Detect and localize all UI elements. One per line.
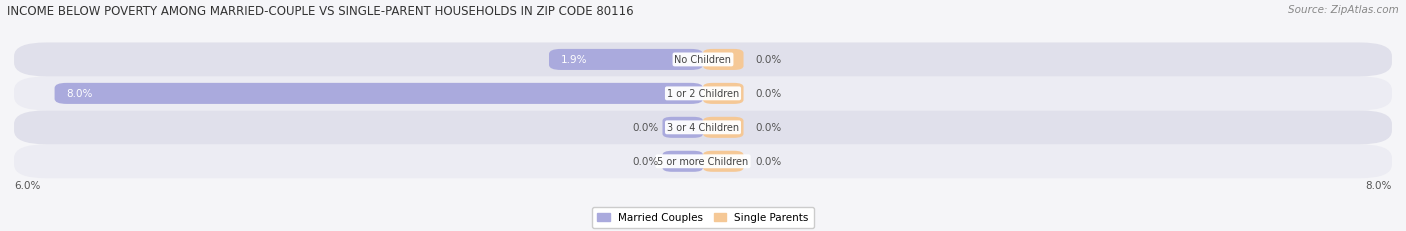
Text: 3 or 4 Children: 3 or 4 Children [666,123,740,133]
FancyBboxPatch shape [14,111,1392,145]
Text: Source: ZipAtlas.com: Source: ZipAtlas.com [1288,5,1399,15]
Text: 0.0%: 0.0% [755,157,782,167]
Text: 0.0%: 0.0% [633,157,658,167]
FancyBboxPatch shape [703,50,744,71]
Text: 1.9%: 1.9% [561,55,588,65]
Text: 8.0%: 8.0% [66,89,93,99]
FancyBboxPatch shape [14,145,1392,179]
Legend: Married Couples, Single Parents: Married Couples, Single Parents [592,207,814,228]
Text: No Children: No Children [675,55,731,65]
Text: 0.0%: 0.0% [755,89,782,99]
FancyBboxPatch shape [14,43,1392,77]
Text: 1 or 2 Children: 1 or 2 Children [666,89,740,99]
Text: 0.0%: 0.0% [755,123,782,133]
FancyBboxPatch shape [14,77,1392,111]
FancyBboxPatch shape [55,83,703,104]
FancyBboxPatch shape [662,151,703,172]
Text: 0.0%: 0.0% [633,123,658,133]
FancyBboxPatch shape [703,117,744,138]
FancyBboxPatch shape [662,117,703,138]
Text: 6.0%: 6.0% [14,180,41,191]
FancyBboxPatch shape [548,50,703,71]
Text: 0.0%: 0.0% [755,55,782,65]
Text: INCOME BELOW POVERTY AMONG MARRIED-COUPLE VS SINGLE-PARENT HOUSEHOLDS IN ZIP COD: INCOME BELOW POVERTY AMONG MARRIED-COUPL… [7,5,634,18]
FancyBboxPatch shape [703,151,744,172]
FancyBboxPatch shape [703,83,744,104]
Text: 8.0%: 8.0% [1365,180,1392,191]
Text: 5 or more Children: 5 or more Children [658,157,748,167]
